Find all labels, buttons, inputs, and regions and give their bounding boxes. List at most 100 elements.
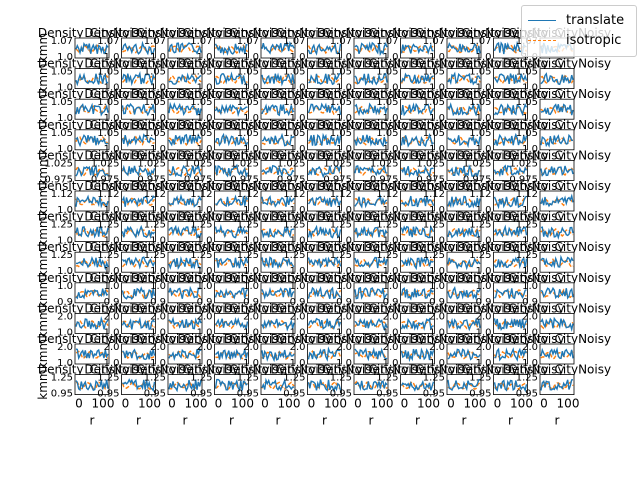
y-tick-label: 0.975 [323,174,352,185]
panel-title: Density_CityNoisy [410,332,518,346]
series-line-translate [214,132,249,148]
y-tick-label: 1.0 [522,113,538,124]
x-axis-label: r [276,414,281,428]
panel-title: Density_CityNoisy [317,26,425,40]
y-tick-label: 1.0 [104,52,120,63]
series-line-translate [307,346,341,362]
y-tick-label: 1.05 [283,128,305,139]
series-line-isotropic [261,74,295,85]
y-tick-label: 1.0 [243,83,259,94]
series-line-isotropic [401,228,434,236]
y-tick-label: 1.0 [476,144,492,155]
y-tick-label: 1.25 [376,250,398,261]
y-tick-label: 1.0 [522,236,538,247]
y-tick-label: 1.0 [150,144,166,155]
series-line-translate [540,165,574,177]
y-tick-label: 2.0 [197,342,213,353]
panel-title: Density_CityNoisy [84,332,192,346]
y-tick-label: 1.12 [97,189,119,200]
series-line-translate [354,317,388,332]
x-tick-label: 0 [401,397,409,411]
y-tick-label: 1.0 [383,358,399,369]
y-tick-label: 0.95 [97,389,119,400]
series-line-translate [261,377,295,392]
panel-title: Density_CityNoisy [456,87,564,101]
y-tick-label: 1.05 [423,97,445,108]
y-tick-label: 1.25 [97,373,119,384]
series-line-translate [121,102,156,117]
x-axis-label: r [415,414,420,428]
panel-title: Density_CityNoisy [317,271,425,285]
y-tick-label: 1.0 [522,205,538,216]
y-tick-label: 1.025 [323,158,352,169]
panel-title: Density_CityNoisy [363,332,471,346]
y-tick-label: 1.025 [91,158,120,169]
y-tick-label: 1.25 [51,373,73,384]
series-line-translate [400,347,435,363]
x-axis-label: r [90,414,95,428]
y-tick-label: 1.025 [416,158,445,169]
y-tick-label: 2.0 [197,311,213,322]
y-tick-label: 1.0 [429,52,445,63]
series-line-translate [168,133,201,147]
y-tick-label: 1.12 [376,189,398,200]
panel-title: Density_CityNoisy [410,179,518,193]
panel-title: Density_CityNoisy [503,301,611,315]
series-line-isotropic [168,167,202,177]
series-line-translate [121,71,156,87]
y-tick-label: 0.9 [57,297,73,308]
y-tick-label: 1.0 [243,113,259,124]
y-tick-label: 1.0 [522,266,538,277]
panel-title: Density_CityNoisy [38,210,146,224]
series-line-isotropic [494,44,528,54]
y-tick-label: 1.25 [469,373,491,384]
y-tick-label: 1.0 [290,52,306,63]
y-tick-label: 2.0 [522,311,538,322]
x-tick-label: 0 [308,397,316,411]
y-tick-label: 0.9 [429,297,445,308]
y-tick-label: 1.0 [150,83,166,94]
y-tick-label: 1.0 [150,281,166,292]
y-tick-label: 1.25 [423,250,445,261]
y-tick-label: 0.975 [91,174,120,185]
y-tick-label: 2.0 [383,311,399,322]
series-line-isotropic [215,74,248,85]
panel-title: Density_CityNoisy [84,363,192,377]
series-line-translate [214,71,248,86]
y-tick-label: 1.0 [243,327,259,338]
x-tick-label: 100 [557,397,580,411]
panel-title: Density_CityNoisy [363,26,471,40]
series-line-translate [540,133,574,148]
panel-axes [121,374,156,396]
panel-title: Density_CityNoisy [177,332,285,346]
panel-title: Density_CityNoisy [224,179,332,193]
series-line-translate [540,346,574,360]
series-line-translate [447,286,481,301]
panel-title: Density_CityNoisy [84,57,192,71]
y-tick-label: 1.0 [57,281,73,292]
panel-title: Density_CityNoisy [410,87,518,101]
x-tick-label: 0 [75,397,83,411]
y-tick-label: 1.0 [197,281,213,292]
series-line-isotropic [540,351,574,360]
panel-axes [167,129,203,151]
panel-title: Density_CityNoisy [177,271,285,285]
y-tick-label: 1.05 [144,97,166,108]
series-line-translate [540,286,574,300]
x-tick-label: 0 [122,397,130,411]
panel-title: Density_CityNoisy [131,240,239,254]
panel-title: Density_CityNoisy [363,240,471,254]
panel-title: Density_CityNoisy [317,179,425,193]
x-axis-label: r [322,414,327,428]
y-tick-label: 1.0 [243,358,259,369]
y-tick-label: 1.0 [57,205,73,216]
y-tick-label: 1.25 [97,250,119,261]
y-tick-label: 1.0 [197,113,213,124]
panel-title: Density_CityNoisy [177,26,285,40]
series-line-translate [493,164,528,178]
panel-axes [400,374,435,396]
panel-title: Density_CityNoisy [224,301,332,315]
y-tick-label: 1.25 [97,220,119,231]
y-tick-label: 1.0 [336,281,352,292]
y-tick-label: 0.95 [469,389,491,400]
